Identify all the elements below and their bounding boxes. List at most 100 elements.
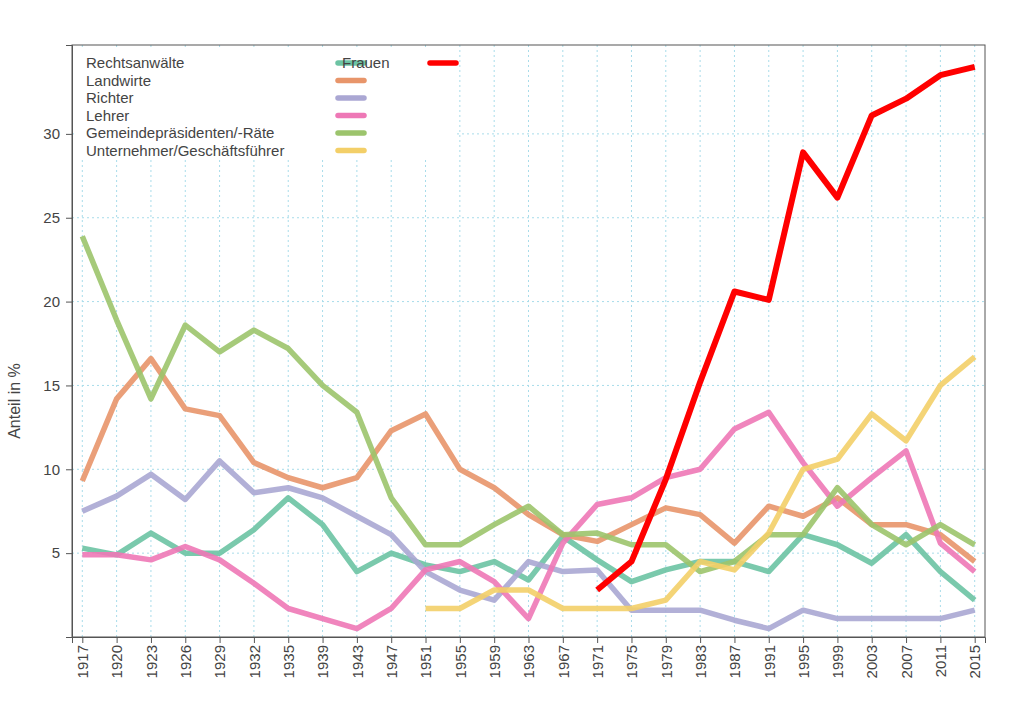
y-axis: 51015202530 [43, 46, 72, 638]
legend-label: Landwirte [86, 72, 151, 89]
series-line [82, 236, 974, 571]
plot: 5101520253019171920192319261929193219351… [43, 45, 985, 678]
x-tick-mark [837, 637, 838, 643]
y-tick-mark [66, 385, 72, 386]
x-tick: 1923 [143, 637, 160, 678]
legend-label: Rechtsanwälte [86, 54, 184, 71]
x-tick: 2011 [932, 637, 949, 677]
x-tick-mark [666, 637, 667, 643]
y-tick: 25 [43, 209, 72, 226]
x-tick-label: 1926 [177, 645, 194, 678]
x-tick-mark [769, 637, 770, 643]
x-tick: 1983 [692, 637, 709, 678]
x-tick: 1995 [795, 637, 812, 678]
legend-label: Frauen [342, 54, 390, 71]
x-tick-label: 2007 [898, 645, 915, 678]
legend-swatch [338, 95, 364, 101]
x-tick-mark [288, 637, 289, 643]
x-tick-label: 2015 [966, 645, 983, 678]
legend-label: Unternehmer/Geschäftsführer [86, 142, 284, 159]
x-tick-mark [323, 637, 324, 643]
legend: RechtsanwälteLandwirteRichterLehrerGemei… [75, 48, 457, 160]
x-tick-mark [906, 637, 907, 643]
x-tick-mark [734, 637, 735, 643]
x-tick-label: 1959 [486, 645, 503, 678]
x-tick-mark [700, 637, 701, 643]
x-tick-label: 1939 [314, 645, 331, 678]
x-tick: 1939 [314, 637, 331, 678]
y-axis-line [66, 46, 73, 638]
grid-line [734, 45, 735, 637]
x-tick: 1926 [177, 637, 194, 678]
y-tick: 30 [43, 125, 72, 142]
grid-line [974, 45, 975, 637]
x-tick-mark [254, 637, 255, 643]
x-tick-mark [117, 637, 118, 643]
series-lines [82, 67, 974, 629]
x-tick-label: 1963 [520, 645, 537, 678]
x-tick: 1932 [246, 637, 263, 678]
grid-line [906, 45, 907, 637]
x-tick-mark [872, 637, 873, 643]
grid-line [72, 301, 985, 302]
x-tick: 1959 [486, 637, 503, 678]
x-tick-mark [940, 637, 941, 643]
x-tick-label: 1971 [589, 645, 606, 678]
x-tick: 1987 [726, 637, 743, 678]
x-tick: 1979 [658, 637, 675, 678]
y-tick-label: 5 [52, 544, 60, 561]
x-tick: 1935 [280, 637, 297, 678]
x-tick-mark [494, 637, 495, 643]
x-tick: 1951 [417, 637, 434, 678]
x-tick-label: 1932 [246, 645, 263, 678]
y-tick-mark [66, 302, 72, 303]
chart: 5101520253019171920192319261929193219351… [0, 0, 1024, 727]
grid-line [72, 385, 985, 386]
x-tick: 1947 [383, 637, 400, 678]
x-tick-label: 1917 [74, 645, 91, 678]
x-tick-mark [82, 637, 83, 643]
x-tick-mark [975, 637, 976, 643]
legend-swatch [338, 130, 364, 136]
x-tick-label: 1975 [623, 645, 640, 678]
legend-label: Gemeindepräsidenten/-Räte [86, 124, 274, 141]
x-tick-label: 1929 [211, 645, 228, 678]
series-line [426, 357, 975, 609]
plot-frame [72, 45, 985, 637]
legend-swatch [338, 78, 364, 84]
x-tick-mark [220, 637, 221, 643]
grid-line [72, 217, 985, 218]
x-tick-label: 1923 [143, 645, 160, 678]
x-tick: 2003 [863, 637, 880, 678]
x-tick: 1955 [452, 637, 469, 678]
grid-line [459, 45, 460, 637]
legend-background [75, 48, 457, 160]
x-tick: 1971 [589, 637, 606, 678]
x-tick-mark [803, 637, 804, 643]
grid-line [631, 45, 632, 637]
x-tick-label: 1995 [795, 645, 812, 678]
y-tick-mark [66, 469, 72, 470]
x-tick: 1917 [74, 637, 91, 678]
x-tick-label: 1979 [658, 645, 675, 678]
x-tick-label: 1983 [692, 645, 709, 678]
legend-label: Lehrer [86, 107, 129, 124]
series-line [597, 67, 975, 590]
x-axis-line [73, 638, 986, 644]
x-tick-label: 2011 [932, 645, 949, 677]
series-line [82, 359, 974, 562]
y-axis-title: Anteil in % [6, 363, 23, 439]
y-tick-label: 30 [43, 125, 60, 142]
x-tick-label: 1935 [280, 645, 297, 678]
legend-swatch [430, 60, 456, 66]
y-tick: 20 [43, 293, 72, 310]
y-tick-label: 10 [43, 461, 60, 478]
x-tick: 1963 [520, 637, 537, 678]
x-tick-label: 1951 [417, 645, 434, 678]
x-tick: 1991 [761, 637, 778, 678]
series-line [82, 461, 974, 629]
y-tick-mark [66, 553, 72, 554]
y-tick: 5 [52, 544, 72, 561]
x-tick-mark [597, 637, 598, 643]
x-tick-mark [426, 637, 427, 643]
